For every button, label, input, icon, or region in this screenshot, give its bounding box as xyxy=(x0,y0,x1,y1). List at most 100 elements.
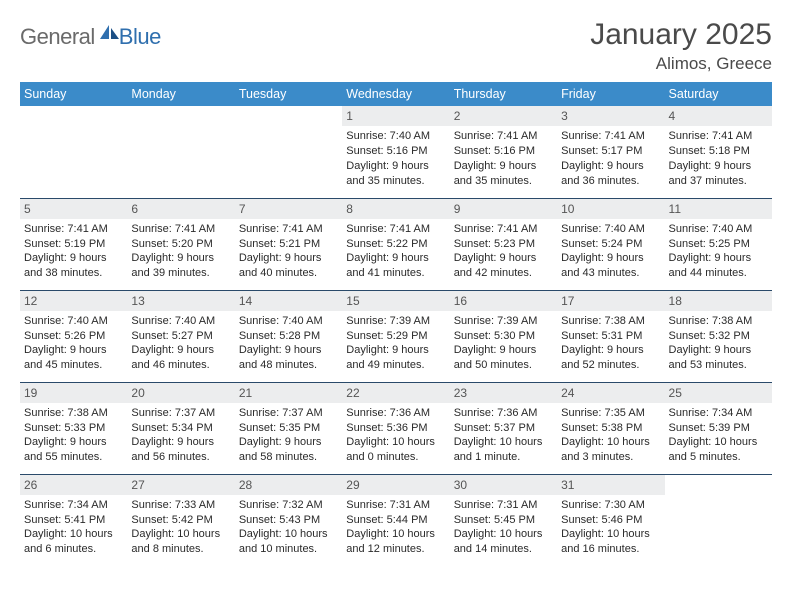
day-number: 26 xyxy=(20,475,127,495)
sunrise-text: Sunrise: 7:32 AM xyxy=(239,498,338,513)
calendar-day-cell: 6Sunrise: 7:41 AMSunset: 5:20 PMDaylight… xyxy=(127,198,234,290)
day-number: 8 xyxy=(342,199,449,219)
calendar-day-cell xyxy=(235,106,342,198)
sunrise-text: Sunrise: 7:31 AM xyxy=(346,498,445,513)
daylight-text: Daylight: 9 hours xyxy=(454,343,553,358)
calendar-day-cell: 18Sunrise: 7:38 AMSunset: 5:32 PMDayligh… xyxy=(665,290,772,382)
sunset-text: Sunset: 5:26 PM xyxy=(24,329,123,344)
sunrise-text: Sunrise: 7:40 AM xyxy=(669,222,768,237)
calendar-day-cell: 9Sunrise: 7:41 AMSunset: 5:23 PMDaylight… xyxy=(450,198,557,290)
daylight-text: Daylight: 10 hours xyxy=(24,527,123,542)
calendar-week-row: 26Sunrise: 7:34 AMSunset: 5:41 PMDayligh… xyxy=(20,474,772,566)
day-number: 6 xyxy=(127,199,234,219)
sunset-text: Sunset: 5:39 PM xyxy=(669,421,768,436)
daylight-text: and 48 minutes. xyxy=(239,358,338,373)
day-number: 31 xyxy=(557,475,664,495)
sunrise-text: Sunrise: 7:40 AM xyxy=(239,314,338,329)
sunrise-text: Sunrise: 7:41 AM xyxy=(454,222,553,237)
sunset-text: Sunset: 5:32 PM xyxy=(669,329,768,344)
daylight-text: Daylight: 9 hours xyxy=(454,251,553,266)
day-number: 22 xyxy=(342,383,449,403)
calendar-week-row: 12Sunrise: 7:40 AMSunset: 5:26 PMDayligh… xyxy=(20,290,772,382)
day-number: 16 xyxy=(450,291,557,311)
sunset-text: Sunset: 5:37 PM xyxy=(454,421,553,436)
daylight-text: and 44 minutes. xyxy=(669,266,768,281)
weekday-header: Monday xyxy=(127,82,234,106)
daylight-text: Daylight: 9 hours xyxy=(131,251,230,266)
day-number: 27 xyxy=(127,475,234,495)
sunrise-text: Sunrise: 7:38 AM xyxy=(669,314,768,329)
sunset-text: Sunset: 5:22 PM xyxy=(346,237,445,252)
daylight-text: and 43 minutes. xyxy=(561,266,660,281)
daylight-text: Daylight: 10 hours xyxy=(346,435,445,450)
sunrise-text: Sunrise: 7:41 AM xyxy=(239,222,338,237)
weekday-header: Wednesday xyxy=(342,82,449,106)
day-number: 11 xyxy=(665,199,772,219)
page-header: General Blue January 2025 Alimos, Greece xyxy=(20,18,772,74)
daylight-text: Daylight: 10 hours xyxy=(561,435,660,450)
daylight-text: and 56 minutes. xyxy=(131,450,230,465)
sunrise-text: Sunrise: 7:40 AM xyxy=(561,222,660,237)
daylight-text: and 16 minutes. xyxy=(561,542,660,557)
day-number: 19 xyxy=(20,383,127,403)
sunset-text: Sunset: 5:17 PM xyxy=(561,144,660,159)
daylight-text: and 8 minutes. xyxy=(131,542,230,557)
calendar-day-cell: 25Sunrise: 7:34 AMSunset: 5:39 PMDayligh… xyxy=(665,382,772,474)
calendar-day-cell: 4Sunrise: 7:41 AMSunset: 5:18 PMDaylight… xyxy=(665,106,772,198)
page-title: January 2025 xyxy=(590,18,772,52)
sunrise-text: Sunrise: 7:30 AM xyxy=(561,498,660,513)
day-number: 14 xyxy=(235,291,342,311)
sunrise-text: Sunrise: 7:39 AM xyxy=(454,314,553,329)
calendar-day-cell: 2Sunrise: 7:41 AMSunset: 5:16 PMDaylight… xyxy=(450,106,557,198)
sunrise-text: Sunrise: 7:41 AM xyxy=(346,222,445,237)
day-number: 29 xyxy=(342,475,449,495)
daylight-text: and 49 minutes. xyxy=(346,358,445,373)
sunset-text: Sunset: 5:25 PM xyxy=(669,237,768,252)
calendar-day-cell: 22Sunrise: 7:36 AMSunset: 5:36 PMDayligh… xyxy=(342,382,449,474)
daylight-text: and 41 minutes. xyxy=(346,266,445,281)
calendar-day-cell: 3Sunrise: 7:41 AMSunset: 5:17 PMDaylight… xyxy=(557,106,664,198)
day-number: 4 xyxy=(665,106,772,126)
sunrise-text: Sunrise: 7:41 AM xyxy=(454,129,553,144)
daylight-text: Daylight: 9 hours xyxy=(239,343,338,358)
logo: General Blue xyxy=(20,18,161,50)
daylight-text: and 5 minutes. xyxy=(669,450,768,465)
day-number: 3 xyxy=(557,106,664,126)
day-number: 24 xyxy=(557,383,664,403)
sunset-text: Sunset: 5:44 PM xyxy=(346,513,445,528)
calendar-day-cell: 29Sunrise: 7:31 AMSunset: 5:44 PMDayligh… xyxy=(342,474,449,566)
daylight-text: Daylight: 9 hours xyxy=(239,435,338,450)
sunrise-text: Sunrise: 7:41 AM xyxy=(561,129,660,144)
daylight-text: and 38 minutes. xyxy=(24,266,123,281)
sunset-text: Sunset: 5:16 PM xyxy=(454,144,553,159)
sunrise-text: Sunrise: 7:39 AM xyxy=(346,314,445,329)
daylight-text: and 14 minutes. xyxy=(454,542,553,557)
sunrise-text: Sunrise: 7:31 AM xyxy=(454,498,553,513)
sunrise-text: Sunrise: 7:40 AM xyxy=(346,129,445,144)
day-number: 25 xyxy=(665,383,772,403)
calendar-table: SundayMondayTuesdayWednesdayThursdayFrid… xyxy=(20,82,772,566)
sunset-text: Sunset: 5:29 PM xyxy=(346,329,445,344)
sunset-text: Sunset: 5:31 PM xyxy=(561,329,660,344)
calendar-day-cell xyxy=(665,474,772,566)
page-subtitle: Alimos, Greece xyxy=(590,54,772,74)
daylight-text: and 3 minutes. xyxy=(561,450,660,465)
sunset-text: Sunset: 5:27 PM xyxy=(131,329,230,344)
logo-text-blue: Blue xyxy=(119,24,161,50)
daylight-text: Daylight: 9 hours xyxy=(24,435,123,450)
weekday-header: Tuesday xyxy=(235,82,342,106)
day-number: 21 xyxy=(235,383,342,403)
sunrise-text: Sunrise: 7:35 AM xyxy=(561,406,660,421)
weekday-header: Friday xyxy=(557,82,664,106)
calendar-day-cell: 14Sunrise: 7:40 AMSunset: 5:28 PMDayligh… xyxy=(235,290,342,382)
sunrise-text: Sunrise: 7:41 AM xyxy=(669,129,768,144)
daylight-text: Daylight: 9 hours xyxy=(669,251,768,266)
calendar-day-cell: 31Sunrise: 7:30 AMSunset: 5:46 PMDayligh… xyxy=(557,474,664,566)
daylight-text: Daylight: 9 hours xyxy=(346,343,445,358)
calendar-day-cell: 30Sunrise: 7:31 AMSunset: 5:45 PMDayligh… xyxy=(450,474,557,566)
daylight-text: and 12 minutes. xyxy=(346,542,445,557)
daylight-text: and 6 minutes. xyxy=(24,542,123,557)
sunrise-text: Sunrise: 7:40 AM xyxy=(131,314,230,329)
sunrise-text: Sunrise: 7:37 AM xyxy=(131,406,230,421)
calendar-week-row: 1Sunrise: 7:40 AMSunset: 5:16 PMDaylight… xyxy=(20,106,772,198)
